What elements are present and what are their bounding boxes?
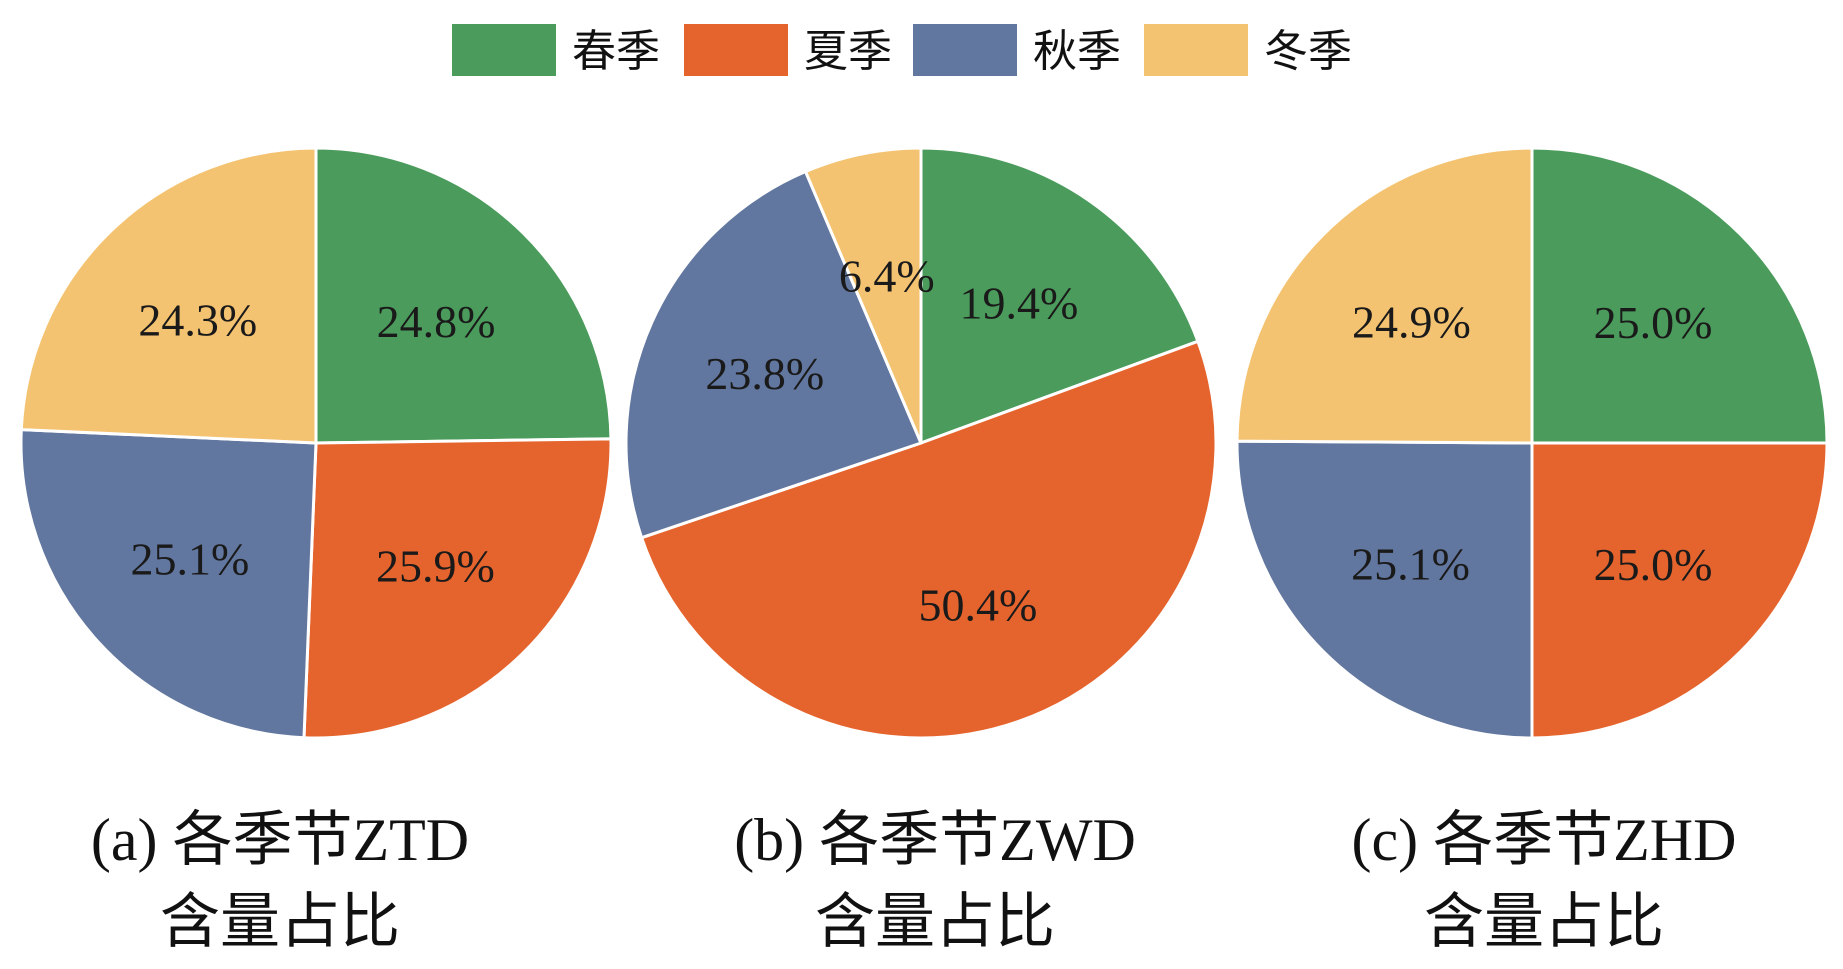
legend-item-autumn: 秋季 bbox=[913, 24, 1121, 77]
pie-slice-spring bbox=[1530, 146, 1829, 445]
data-label-autumn: 25.1% bbox=[130, 534, 249, 585]
pie-slice-autumn bbox=[19, 428, 318, 740]
legend-swatch-autumn bbox=[913, 24, 1017, 76]
legend-label-summer: 夏季 bbox=[804, 26, 892, 77]
data-label-autumn: 23.8% bbox=[705, 348, 824, 399]
pie-slice-spring bbox=[919, 146, 1200, 446]
pie-slice-autumn bbox=[624, 169, 924, 540]
legend-label-autumn: 秋季 bbox=[1033, 26, 1121, 77]
data-label-spring: 19.4% bbox=[959, 278, 1078, 329]
legend: 春季 夏季 秋季 冬季 bbox=[452, 24, 1352, 77]
pie-slice-winter bbox=[19, 146, 318, 445]
data-label-autumn: 25.1% bbox=[1351, 539, 1470, 590]
pie-slice-autumn bbox=[1235, 439, 1534, 740]
caption-b-line1: (b) 各季节ZWD bbox=[734, 807, 1136, 873]
data-label-winter: 24.9% bbox=[1352, 297, 1471, 348]
legend-label-spring: 春季 bbox=[572, 26, 660, 77]
caption-b-line2: 含量占比 bbox=[815, 889, 1055, 955]
data-label-winter: 24.3% bbox=[138, 294, 257, 345]
pie-slice-summer bbox=[1530, 441, 1829, 740]
data-label-spring: 25.0% bbox=[1594, 297, 1713, 348]
caption-c-line1: (c) 各季节ZHD bbox=[1352, 807, 1737, 873]
data-label-summer: 25.0% bbox=[1594, 539, 1713, 590]
pie-slice-summer bbox=[639, 339, 1218, 740]
pie-slice-summer bbox=[302, 437, 613, 740]
pie-chart-zwd: 19.4% 50.4% 23.8% 6.4% bbox=[624, 146, 1218, 740]
pie-chart-zhd: 25.0% 25.0% 25.1% 24.9% bbox=[1235, 146, 1829, 740]
pie-slice-spring bbox=[314, 146, 613, 445]
legend-item-winter: 冬季 bbox=[1144, 24, 1352, 77]
legend-label-winter: 冬季 bbox=[1264, 26, 1352, 77]
data-label-spring: 24.8% bbox=[377, 296, 496, 347]
data-label-summer: 50.4% bbox=[918, 579, 1037, 630]
caption-a-line2: 含量占比 bbox=[160, 889, 400, 955]
pie-slice-winter bbox=[803, 146, 923, 444]
data-label-winter: 6.4% bbox=[839, 250, 935, 301]
legend-item-spring: 春季 bbox=[452, 24, 660, 77]
legend-item-summer: 夏季 bbox=[684, 24, 892, 77]
pie-slice-winter bbox=[1235, 146, 1534, 445]
data-label-summer: 25.9% bbox=[376, 541, 495, 592]
legend-swatch-spring bbox=[452, 24, 556, 76]
caption-a-line1: (a) 各季节ZTD bbox=[91, 807, 469, 873]
legend-swatch-winter bbox=[1144, 24, 1248, 76]
legend-swatch-summer bbox=[684, 24, 788, 76]
pie-chart-ztd: 24.8% 25.9% 25.1% 24.3% bbox=[19, 146, 613, 740]
caption-c-line2: 含量占比 bbox=[1424, 889, 1664, 955]
